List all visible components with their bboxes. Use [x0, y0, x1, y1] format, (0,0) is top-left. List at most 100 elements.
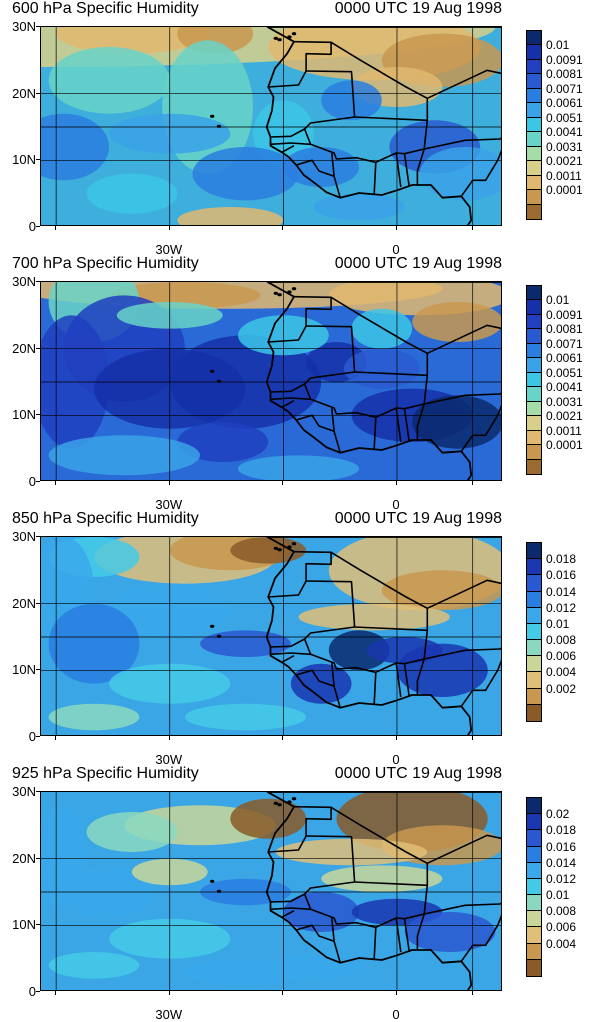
latitude-tick [36, 414, 40, 416]
colorbar-swatch [527, 103, 541, 118]
longitude-tick [282, 481, 284, 485]
colorbar-label: 0.006 [546, 920, 577, 935]
colorbar-swatch [527, 132, 541, 147]
country-border [270, 142, 311, 146]
latitude-label: 20N [12, 850, 36, 866]
colorbar-label: 0.0041 [546, 380, 583, 395]
island [273, 291, 278, 295]
coastline [265, 792, 501, 990]
country-border [333, 941, 341, 963]
colorbar [526, 285, 542, 475]
colorbar-label: 0.012 [546, 600, 577, 615]
country-border [416, 148, 425, 185]
colorbar-swatch [527, 372, 541, 388]
colorbar-swatch [527, 117, 541, 133]
humidity-region [321, 865, 443, 892]
panel-title: 925 hPa Specific Humidity [12, 765, 199, 782]
colorbar-swatch [527, 846, 541, 863]
panel-title: 850 hPa Specific Humidity [12, 510, 199, 527]
longitude-label: 30W [155, 242, 183, 257]
country-border [330, 296, 428, 355]
country-border [295, 152, 335, 178]
longitude-tick [55, 481, 57, 485]
colorbar-label: 0.004 [546, 936, 577, 951]
humidity-region [328, 630, 390, 671]
colorbar-swatch [527, 959, 541, 976]
colorbar-label: 0.0081 [546, 322, 583, 337]
longitude-tick [168, 481, 170, 485]
colorbar-swatch [527, 911, 541, 928]
longitude-tick [55, 991, 57, 995]
colorbar-swatch [527, 314, 541, 330]
colorbar-label: 0.018 [546, 823, 577, 838]
colorbar-swatch [527, 623, 541, 641]
longitude-tick [168, 736, 170, 740]
country-border [268, 40, 332, 88]
colorbar-label: 0.0031 [546, 139, 583, 154]
panel-time: 0000 UTC 19 Aug 1998 [334, 255, 502, 272]
humidity-map [40, 536, 502, 736]
colorbar-label: 0.01 [546, 616, 570, 631]
colorbar-swatch [527, 430, 541, 446]
island [210, 879, 215, 883]
colorbar-swatch [527, 59, 541, 75]
island [216, 124, 222, 128]
country-border [373, 927, 377, 959]
colorbar-label: 0.01 [546, 888, 570, 903]
colorbar-label: 0.012 [546, 871, 577, 886]
country-border [268, 550, 332, 598]
latitude-tick [36, 281, 40, 282]
humidity-region [412, 302, 501, 342]
colorbar-swatch [527, 943, 541, 960]
humidity-region [230, 798, 307, 839]
longitude-tick [168, 226, 170, 230]
latitude-tick [36, 791, 40, 792]
longitude-label: 0 [392, 497, 400, 512]
island [277, 548, 282, 552]
colorbar-swatch [527, 45, 541, 60]
humidity-region [343, 348, 420, 389]
latitude-tick [36, 857, 40, 859]
panel-title: 600 hPa Specific Humidity [12, 0, 199, 17]
country-border [333, 431, 341, 453]
longitude-tick [471, 226, 473, 230]
country-border [354, 353, 429, 377]
colorbar-swatch [527, 607, 541, 624]
colorbar-swatch [527, 88, 541, 104]
colorbar-label: 0.016 [546, 568, 577, 583]
island [210, 369, 215, 373]
island [210, 114, 215, 118]
map-panel: 925 hPa Specific Humidity 0000 UTC 19 Aug… [0, 765, 600, 1021]
country-border [330, 551, 428, 610]
longitude-tick [282, 991, 284, 995]
longitude-label: 30W [155, 752, 183, 767]
longitude-tick [282, 736, 284, 740]
colorbar-swatch [527, 74, 541, 89]
colorbar-swatch [527, 300, 541, 315]
longitude-label: 0 [392, 752, 400, 767]
country-border [281, 144, 295, 154]
longitude-label: 0 [392, 242, 400, 257]
humidity-region [200, 630, 291, 657]
colorbar-label: 0.01 [546, 293, 570, 308]
map-panel: 600 hPa Specific Humidity 0000 UTC 19 Aug… [0, 0, 600, 257]
country-border [426, 324, 501, 355]
colorbar-swatch [527, 387, 541, 402]
longitude-tick [55, 226, 57, 230]
colorbar-label: 0.006 [546, 649, 577, 664]
latitude-tick [36, 991, 40, 992]
latitude-label: 30N [12, 784, 36, 799]
country-border [373, 162, 377, 194]
panel-title: 700 hPa Specific Humidity [12, 255, 199, 272]
colorbar-label: 0.0021 [546, 409, 583, 424]
longitude-tick [395, 991, 397, 995]
country-border [403, 918, 410, 951]
panel-time: 0000 UTC 19 Aug 1998 [334, 765, 502, 782]
humidity-region [313, 193, 405, 221]
country-border [460, 659, 501, 707]
country-border [281, 654, 295, 664]
colorbar-swatch [527, 146, 541, 162]
country-border [424, 902, 501, 915]
colorbar-swatch [527, 175, 541, 191]
latitude-tick [36, 924, 40, 926]
